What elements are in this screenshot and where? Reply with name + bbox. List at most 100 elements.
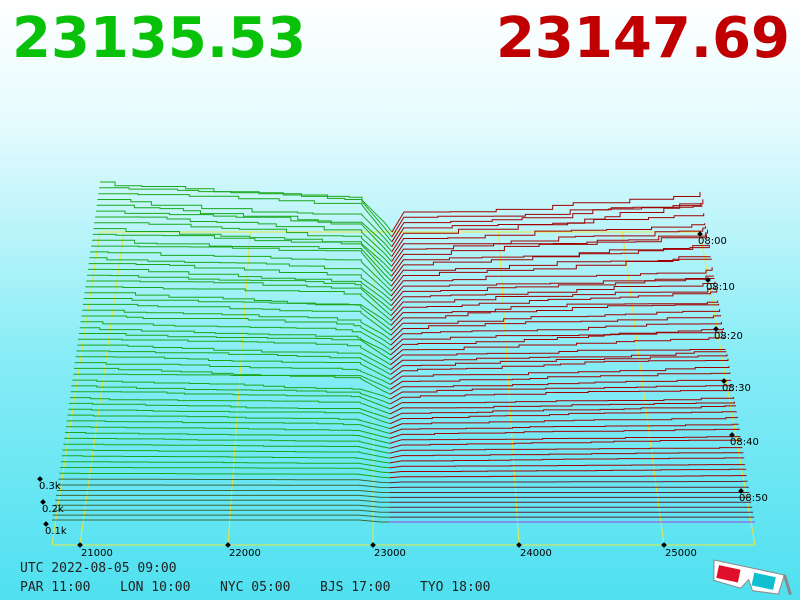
- bid-depth-curve: [87, 274, 392, 311]
- bid-depth-curve: [92, 233, 392, 277]
- ask-depth-curve: [389, 486, 749, 489]
- bid-depth-curve: [95, 210, 393, 257]
- ask-depth-curve: [390, 358, 729, 380]
- price-tick-label: 23000: [374, 548, 406, 559]
- ask-depth-curve: [391, 191, 701, 233]
- ask-depth-curve: [389, 411, 737, 425]
- bid-depth-curve: [55, 499, 390, 503]
- tick-marker: [516, 542, 522, 548]
- bid-depth-curve: [74, 367, 391, 390]
- ask-depth-curve: [389, 457, 745, 464]
- bid-depth-curve: [96, 204, 393, 253]
- tick-marker: [370, 542, 376, 548]
- ask-depth-curve: [390, 290, 718, 321]
- tick-marker: [729, 432, 735, 438]
- bid-depth-curve: [64, 437, 390, 449]
- bid-depth-curve: [72, 379, 391, 400]
- ask-depth-curve: [390, 275, 714, 302]
- bid-depth-curve: [82, 303, 392, 336]
- ask-depth-curve: [390, 330, 723, 351]
- ask-depth-curve: [389, 475, 747, 479]
- bid-depth-curve: [56, 494, 390, 498]
- ask-depth-curve: [390, 267, 713, 297]
- ask-depth-curve: [390, 303, 720, 331]
- bid-depth-curve: [69, 397, 391, 415]
- bid-depth-curve: [54, 504, 390, 508]
- bid-depth-curve: [91, 245, 392, 287]
- bid-depth-curve: [65, 426, 391, 439]
- floor-grid-line: [227, 231, 251, 546]
- bid-depth-curve: [71, 385, 391, 405]
- ask-depth-curve: [390, 322, 722, 346]
- ask-depth-curve: [390, 277, 715, 307]
- bid-depth-curve: [76, 350, 391, 375]
- utc-time: UTC 2022-08-05 09:00: [20, 561, 177, 576]
- bid-depth-curve: [85, 286, 392, 321]
- time-tick-label: 08:00: [698, 236, 727, 247]
- ask-depth-curve: [390, 281, 716, 311]
- ask-depth-curve: [389, 428, 740, 439]
- ask-depth-curve: [390, 354, 728, 375]
- bid-depth-curve: [99, 187, 393, 238]
- bid-depth-curve: [79, 327, 391, 356]
- tick-marker: [705, 277, 711, 283]
- bid-depth-curve: [89, 257, 392, 297]
- tick-marker: [661, 542, 667, 548]
- bid-depth-curve: [74, 362, 391, 385]
- clock: PAR 11:00: [20, 580, 91, 595]
- time-tick-label: 08:20: [714, 331, 743, 342]
- time-tick-label: 08:40: [730, 437, 759, 448]
- bid-depth-curve: [70, 391, 391, 410]
- bid-depth-curve: [95, 216, 393, 262]
- price-tick-label: 25000: [665, 548, 697, 559]
- bid-depth-curve: [75, 356, 391, 380]
- bid-depth-curve: [62, 449, 390, 459]
- ask-depth-curve: [390, 385, 733, 400]
- bid-depth-curve: [81, 315, 392, 346]
- ask-depth-curve: [390, 328, 724, 356]
- ask-depth-curve: [389, 468, 747, 474]
- ask-depth-curve: [391, 226, 707, 262]
- bid-depth-curve: [63, 443, 390, 454]
- bid-depth-curve: [93, 228, 392, 272]
- bid-depth-curve: [82, 309, 392, 341]
- ask-depth-curve: [390, 349, 726, 366]
- ask-depth-curve: [389, 464, 746, 469]
- bid-depth-curve: [59, 472, 390, 479]
- time-tick-label: 08:30: [722, 383, 751, 394]
- floor-grid-line: [51, 231, 101, 546]
- ask-depth-curve: [391, 229, 708, 272]
- bid-depth-curve: [94, 222, 392, 267]
- ask-depth-curve: [391, 223, 706, 257]
- depth-tick-label: 0.3k: [39, 481, 61, 492]
- price-tick-label: 22000: [229, 548, 261, 559]
- time-tick-label: 08:50: [739, 493, 768, 504]
- bid-depth-curve: [73, 373, 391, 395]
- bid-depth-curve: [83, 298, 392, 331]
- tick-marker: [43, 521, 49, 527]
- ask-depth-curve: [390, 372, 731, 390]
- bid-depth-curve: [66, 420, 391, 434]
- ask-depth-curve: [389, 436, 741, 444]
- ask-depth-curve: [390, 336, 725, 361]
- ask-depth-curve: [390, 309, 721, 336]
- clock: TYO 18:00: [420, 580, 491, 595]
- ask-depth-curve: [390, 315, 721, 341]
- depth-tick-label: 0.2k: [42, 504, 64, 515]
- bid-depth-curve: [60, 467, 390, 474]
- tick-marker: [721, 378, 727, 384]
- price-tick-label: 24000: [520, 548, 552, 559]
- bid-depth-curve: [68, 408, 391, 425]
- ask-price: 23147.69: [495, 6, 790, 71]
- clock: LON 10:00: [120, 580, 191, 595]
- tick-marker: [77, 542, 83, 548]
- bid-depth-curve: [88, 263, 392, 302]
- ask-depth-curve: [389, 452, 744, 459]
- ask-depth-curve: [391, 245, 710, 282]
- bid-price: 23135.53: [12, 6, 307, 71]
- bid-depth-curve: [58, 478, 390, 484]
- bid-depth-curve: [90, 251, 392, 292]
- bid-depth-curve: [78, 338, 391, 366]
- bid-depth-curve: [57, 484, 390, 489]
